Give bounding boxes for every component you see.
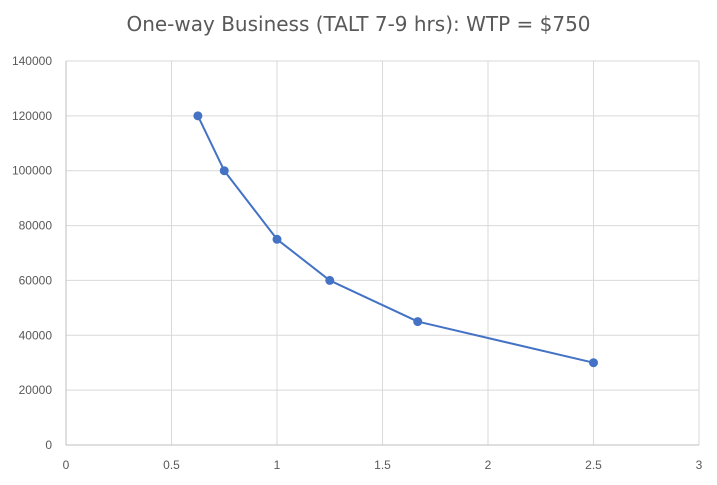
y-tick-label: 40000 (19, 328, 53, 342)
x-tick-label: 0 (63, 458, 70, 472)
y-tick-label: 20000 (19, 383, 53, 397)
chart-title: One-way Business (TALT 7-9 hrs): WTP = $… (126, 12, 591, 36)
y-tick-label: 100000 (12, 164, 52, 178)
x-tick-label: 2 (485, 458, 492, 472)
y-tick-label: 80000 (19, 219, 53, 233)
y-tick-label: 120000 (12, 109, 52, 123)
x-tick-label: 1 (274, 458, 281, 472)
y-tick-label: 60000 (19, 273, 53, 287)
x-tick-label: 2.5 (585, 458, 602, 472)
data-point (325, 275, 335, 285)
series-line (196, 115, 594, 364)
data-point (589, 358, 598, 368)
data-point (219, 166, 229, 176)
data-point (413, 317, 423, 327)
y-tick-label: 0 (45, 438, 52, 452)
data-point (272, 234, 282, 244)
data-point (193, 111, 203, 121)
x-tick-label: 0.5 (163, 458, 180, 472)
y-tick-label: 140000 (12, 54, 52, 68)
x-tick-label: 1.5 (374, 458, 391, 472)
x-tick-label: 3 (696, 458, 703, 472)
